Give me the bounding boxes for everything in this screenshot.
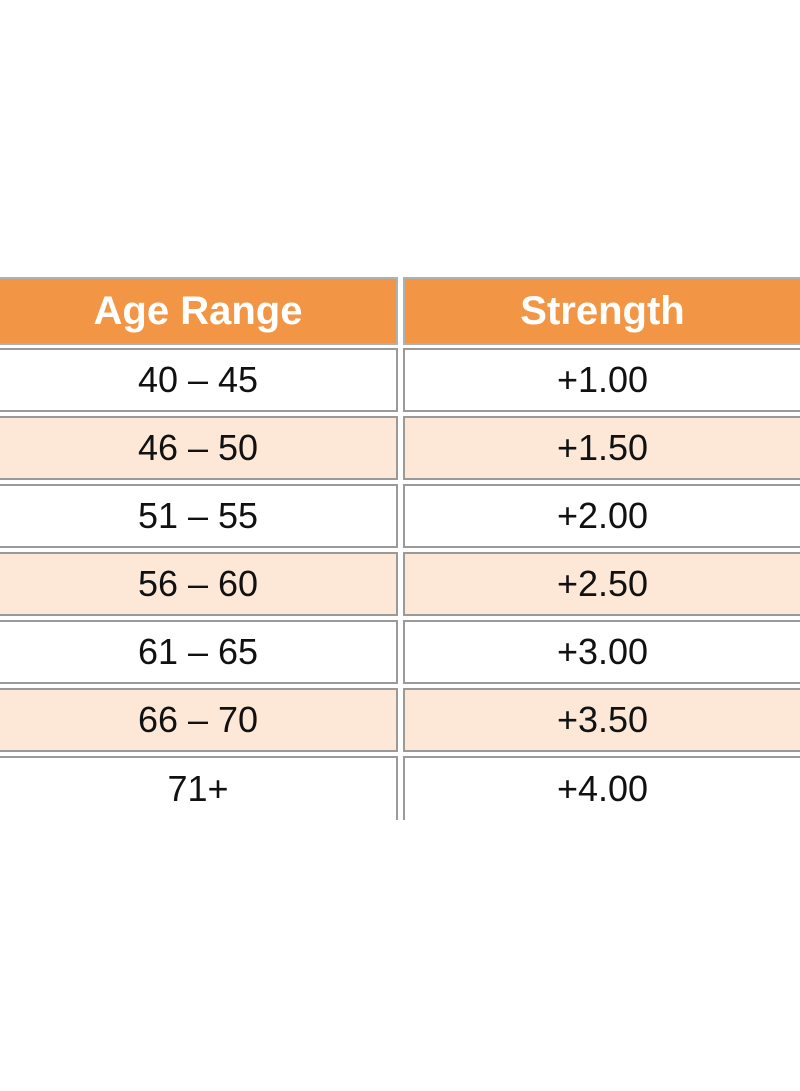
table-cell: 66 – 70 (0, 688, 398, 752)
header-cell: Strength (403, 277, 800, 345)
table-cell: +2.00 (403, 484, 800, 548)
table-cell: 46 – 50 (0, 416, 398, 480)
table-cell: 61 – 65 (0, 620, 398, 684)
table-cell: +4.00 (403, 756, 800, 820)
table-cell: +2.50 (403, 552, 800, 616)
table-cell: 56 – 60 (0, 552, 398, 616)
table-cell: +3.50 (403, 688, 800, 752)
header-cell: Age Range (0, 277, 398, 345)
table-cell: +1.00 (403, 348, 800, 412)
table-cell: +3.00 (403, 620, 800, 684)
table-cell: +1.50 (403, 416, 800, 480)
table-cell: 51 – 55 (0, 484, 398, 548)
table-cell: 71+ (0, 756, 398, 820)
table-cell: 40 – 45 (0, 348, 398, 412)
